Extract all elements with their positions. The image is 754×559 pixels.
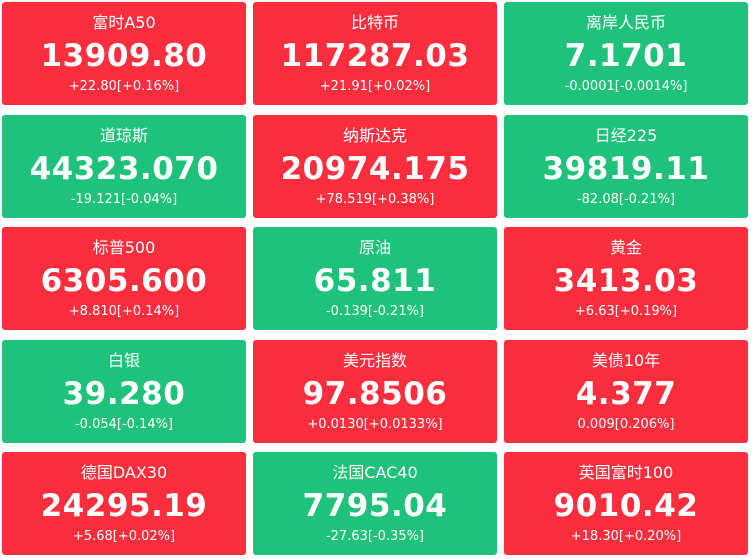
quote-price: 117287.03: [280, 38, 470, 74]
quote-change: +8.810[+0.14%]: [68, 304, 180, 319]
quote-price: 20974.175: [280, 151, 470, 187]
quote-price: 6305.600: [40, 263, 208, 299]
quote-price: 24295.19: [40, 488, 208, 524]
quote-tile-crude-oil[interactable]: 原油 65.811 -0.139[-0.21%]: [253, 227, 497, 330]
quote-change: -0.139[-0.21%]: [325, 304, 425, 319]
quote-change: +22.80[+0.16%]: [68, 79, 180, 94]
quote-change: -0.054[-0.14%]: [74, 417, 174, 432]
quote-change: +5.68[+0.02%]: [72, 529, 176, 544]
quote-price: 39.280: [62, 376, 186, 412]
quote-price: 3413.03: [553, 263, 699, 299]
quote-price: 7.1701: [564, 38, 688, 74]
quote-change: -82.08[-0.21%]: [576, 192, 676, 207]
quote-tile-us-10y-treasury[interactable]: 美债10年 4.377 0.009[0.206%]: [504, 340, 748, 443]
quote-name: 法国CAC40: [332, 463, 418, 482]
quote-change: +0.0130[+0.0133%]: [307, 417, 443, 432]
quote-name: 原油: [358, 238, 391, 257]
quote-name: 纳斯达克: [342, 126, 407, 145]
quote-change: +21.91[+0.02%]: [319, 79, 431, 94]
quote-name: 黄金: [609, 238, 642, 257]
quote-name: 德国DAX30: [80, 463, 168, 482]
quote-price: 9010.42: [553, 488, 699, 524]
quote-tile-dollar-index[interactable]: 美元指数 97.8506 +0.0130[+0.0133%]: [253, 340, 497, 443]
quote-name: 标普500: [92, 238, 156, 257]
quote-price: 4.377: [575, 376, 677, 412]
quote-tile-nasdaq[interactable]: 纳斯达克 20974.175 +78.519[+0.38%]: [253, 115, 497, 218]
quote-price: 39819.11: [542, 151, 710, 187]
quote-change: -0.0001[-0.0014%]: [564, 79, 688, 94]
quote-name: 富时A50: [92, 13, 156, 32]
quote-name: 离岸人民币: [585, 13, 666, 32]
quote-price: 97.8506: [302, 376, 448, 412]
quote-change: 0.009[0.206%]: [577, 417, 675, 432]
quote-change: -27.63[-0.35%]: [325, 529, 425, 544]
quote-tile-ftse-100[interactable]: 英国富时100 9010.42 +18.30[+0.20%]: [504, 452, 748, 555]
quote-tile-ftse-a50[interactable]: 富时A50 13909.80 +22.80[+0.16%]: [2, 2, 246, 105]
quote-name: 比特币: [350, 13, 399, 32]
quote-tile-offshore-cny[interactable]: 离岸人民币 7.1701 -0.0001[-0.0014%]: [504, 2, 748, 105]
quote-name: 白银: [107, 351, 140, 370]
quote-tile-bitcoin[interactable]: 比特币 117287.03 +21.91[+0.02%]: [253, 2, 497, 105]
quote-change: +6.63[+0.19%]: [574, 304, 678, 319]
quote-change: -19.121[-0.04%]: [70, 192, 178, 207]
quote-name: 英国富时100: [578, 463, 674, 482]
quote-name: 日经225: [594, 126, 658, 145]
quote-price: 7795.04: [302, 488, 448, 524]
quote-change: +18.30[+0.20%]: [570, 529, 682, 544]
quote-price: 65.811: [313, 263, 437, 299]
quote-name: 道琼斯: [99, 126, 148, 145]
quote-tile-gold[interactable]: 黄金 3413.03 +6.63[+0.19%]: [504, 227, 748, 330]
quote-change: +78.519[+0.38%]: [315, 192, 435, 207]
quote-price: 13909.80: [40, 38, 208, 74]
quote-tile-dax30[interactable]: 德国DAX30 24295.19 +5.68[+0.02%]: [2, 452, 246, 555]
quote-tile-cac40[interactable]: 法国CAC40 7795.04 -27.63[-0.35%]: [253, 452, 497, 555]
quote-name: 美债10年: [591, 351, 661, 370]
quote-tile-sp500[interactable]: 标普500 6305.600 +8.810[+0.14%]: [2, 227, 246, 330]
quote-tile-silver[interactable]: 白银 39.280 -0.054[-0.14%]: [2, 340, 246, 443]
quote-tile-dow-jones[interactable]: 道琼斯 44323.070 -19.121[-0.04%]: [2, 115, 246, 218]
quote-name: 美元指数: [342, 351, 407, 370]
quote-price: 44323.070: [29, 151, 219, 187]
quote-tile-nikkei-225[interactable]: 日经225 39819.11 -82.08[-0.21%]: [504, 115, 748, 218]
